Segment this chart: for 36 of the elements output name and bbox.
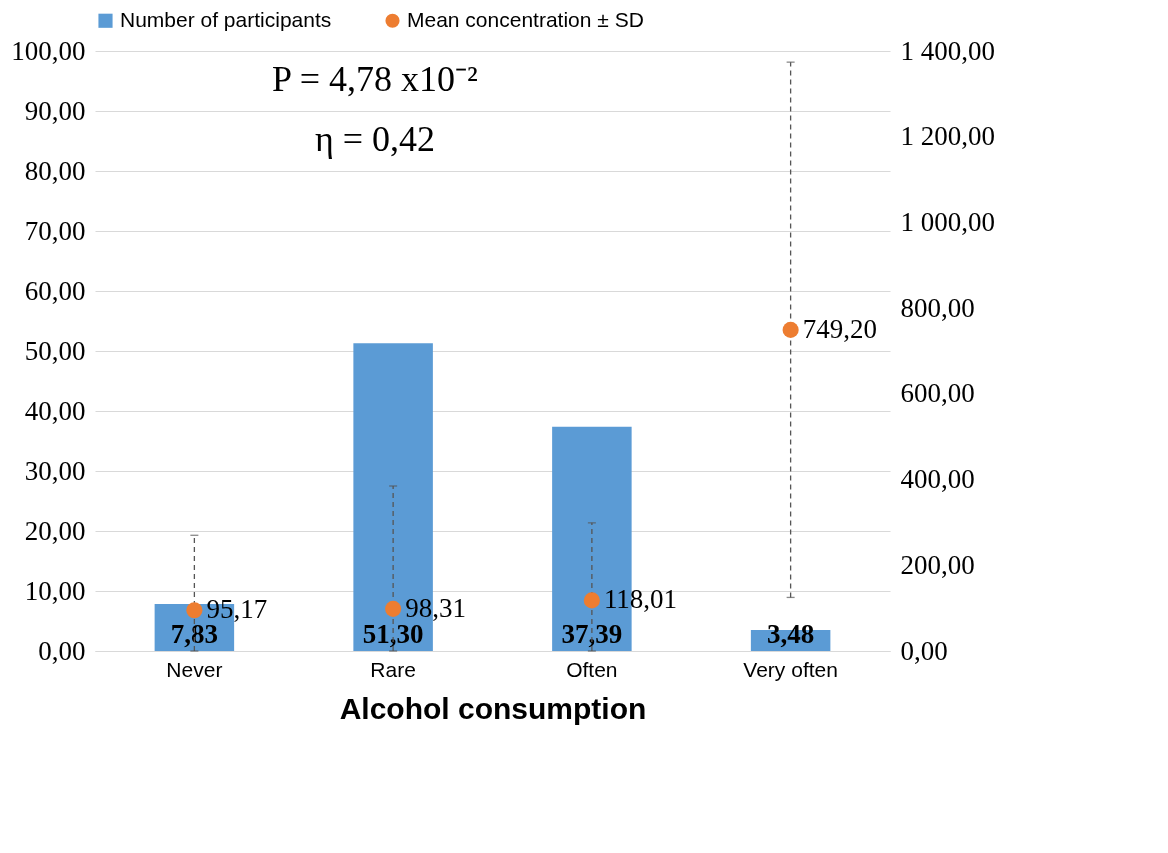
y-tick-label: 20,00 (24, 515, 86, 546)
y-tick-label: 30,00 (24, 455, 86, 486)
y-tick-label: 0,00 (38, 635, 86, 666)
y-tick-label: 90,00 (24, 95, 86, 126)
y2-tick-label: 1 400,00 (900, 35, 995, 66)
y-tick-label: 70,00 (24, 215, 86, 246)
x-tick-label: Often (566, 657, 618, 681)
point (186, 602, 203, 619)
point (782, 321, 799, 338)
y2-tick-label: 800,00 (900, 292, 975, 323)
y-tick-label: 80,00 (24, 155, 86, 186)
data-label: 749,20 (802, 313, 877, 344)
x-axis-title: Alcohol consumption (339, 691, 647, 725)
y2-tick-label: 400,00 (900, 464, 975, 495)
y2-tick-label: 200,00 (900, 549, 975, 580)
annotation: η = 0,42 (314, 119, 436, 159)
data-label: 37,39 (561, 619, 623, 649)
annotation: P = 4,78 x10⁻² (272, 59, 478, 99)
y-tick-label: 60,00 (24, 275, 86, 306)
y2-tick-label: 1 000,00 (900, 206, 995, 237)
point (583, 592, 600, 609)
y-tick-label: 10,00 (24, 575, 86, 606)
data-label: 51,30 (362, 619, 424, 649)
legend-label: Mean concentration ± SD (407, 7, 644, 31)
y-tick-label: 40,00 (24, 395, 86, 426)
x-tick-label: Never (166, 657, 223, 681)
point (385, 600, 402, 617)
data-label: 7,83 (170, 619, 218, 649)
x-tick-label: Very often (743, 657, 838, 681)
y2-tick-label: 0,00 (900, 635, 948, 666)
y-tick-label: 50,00 (24, 335, 86, 366)
x-tick-label: Rare (370, 657, 416, 681)
legend-label: Number of participants (120, 7, 332, 31)
y2-tick-label: 600,00 (900, 378, 975, 409)
y2-tick-label: 1 200,00 (900, 121, 995, 152)
y-tick-label: 100,00 (11, 35, 86, 66)
